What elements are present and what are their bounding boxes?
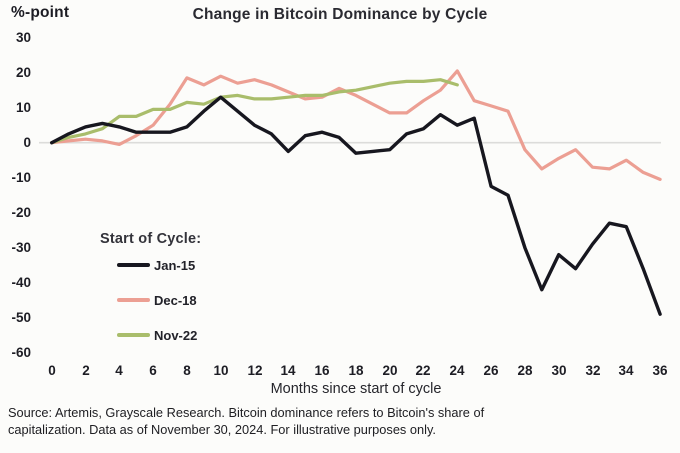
y-tick-label: -10 — [11, 170, 31, 185]
x-tick-label: 18 — [348, 363, 364, 378]
y-tick-label: -20 — [11, 205, 31, 220]
y-tick-label: 20 — [15, 65, 31, 80]
source-note-line-1: Source: Artemis, Grayscale Research. Bit… — [8, 405, 485, 420]
x-tick-label: 36 — [652, 363, 668, 378]
y-axis-unit-label: %-point — [11, 4, 70, 21]
x-axis-ticks: 0 2 4 6 8 10 12 14 16 18 20 22 24 26 28 30 32 34 36 — [0, 363, 680, 379]
source-note-line-2: capitalization. Data as of November 30, … — [8, 421, 436, 437]
x-tick-label: 16 — [314, 363, 330, 378]
y-tick-label: 30 — [15, 30, 31, 45]
series-line-jan-15 — [50, 95, 662, 316]
legend-heading: Start of Cycle: — [100, 231, 202, 247]
x-tick-label: 30 — [551, 363, 567, 378]
x-tick-label: 12 — [247, 363, 263, 378]
y-tick-label: 10 — [15, 100, 31, 115]
series-line-dec-18 — [50, 69, 662, 181]
x-axis-title: Months since start of cycle — [270, 381, 442, 397]
legend-label-jan-15: Jan-15 — [154, 257, 196, 273]
legend-item-nov-22: Nov-22 — [117, 327, 201, 343]
legend-item-dec-18: Dec-18 — [117, 292, 201, 308]
y-tick-label: 0 — [23, 135, 31, 150]
y-tick-label: -30 — [11, 240, 31, 255]
x-tick-label: 0 — [48, 363, 56, 378]
x-tick-label: 6 — [149, 363, 157, 378]
x-tick-label: 34 — [618, 363, 634, 378]
x-tick-label: 26 — [483, 363, 499, 378]
y-tick-label: -40 — [11, 275, 31, 290]
chart-title: Change in Bitcoin Dominance by Cycle — [192, 6, 488, 23]
x-tick-label: 20 — [382, 363, 398, 378]
x-tick-label: 10 — [213, 363, 229, 378]
x-tick-label: 4 — [115, 363, 123, 378]
x-tick-label: 22 — [415, 363, 431, 378]
legend-swatch-jan-15-line — [117, 263, 150, 267]
legend-swatch-dec-18-line — [117, 298, 150, 302]
x-tick-label: 28 — [517, 363, 533, 378]
source-note: Source: Artemis, Grayscale Research. Bit… — [8, 405, 484, 438]
y-tick-label: -50 — [11, 310, 31, 325]
x-tick-label: 14 — [280, 363, 296, 378]
legend-label-nov-22: Nov-22 — [154, 327, 198, 343]
x-tick-label: 2 — [82, 363, 90, 378]
legend-label-dec-18: Dec-18 — [154, 292, 197, 308]
x-tick-label: 32 — [585, 363, 601, 378]
x-tick-label: 24 — [449, 363, 465, 378]
x-tick-label: 8 — [183, 363, 191, 378]
legend-swatch-nov-22-line — [117, 333, 150, 337]
legend-item-jan-15: Jan-15 — [117, 257, 201, 273]
legend: Start of Cycle: Jan-15 Dec-18 Nov-22 — [100, 231, 201, 363]
series-line-nov-22 — [50, 78, 459, 145]
y-tick-label: -60 — [11, 345, 31, 360]
